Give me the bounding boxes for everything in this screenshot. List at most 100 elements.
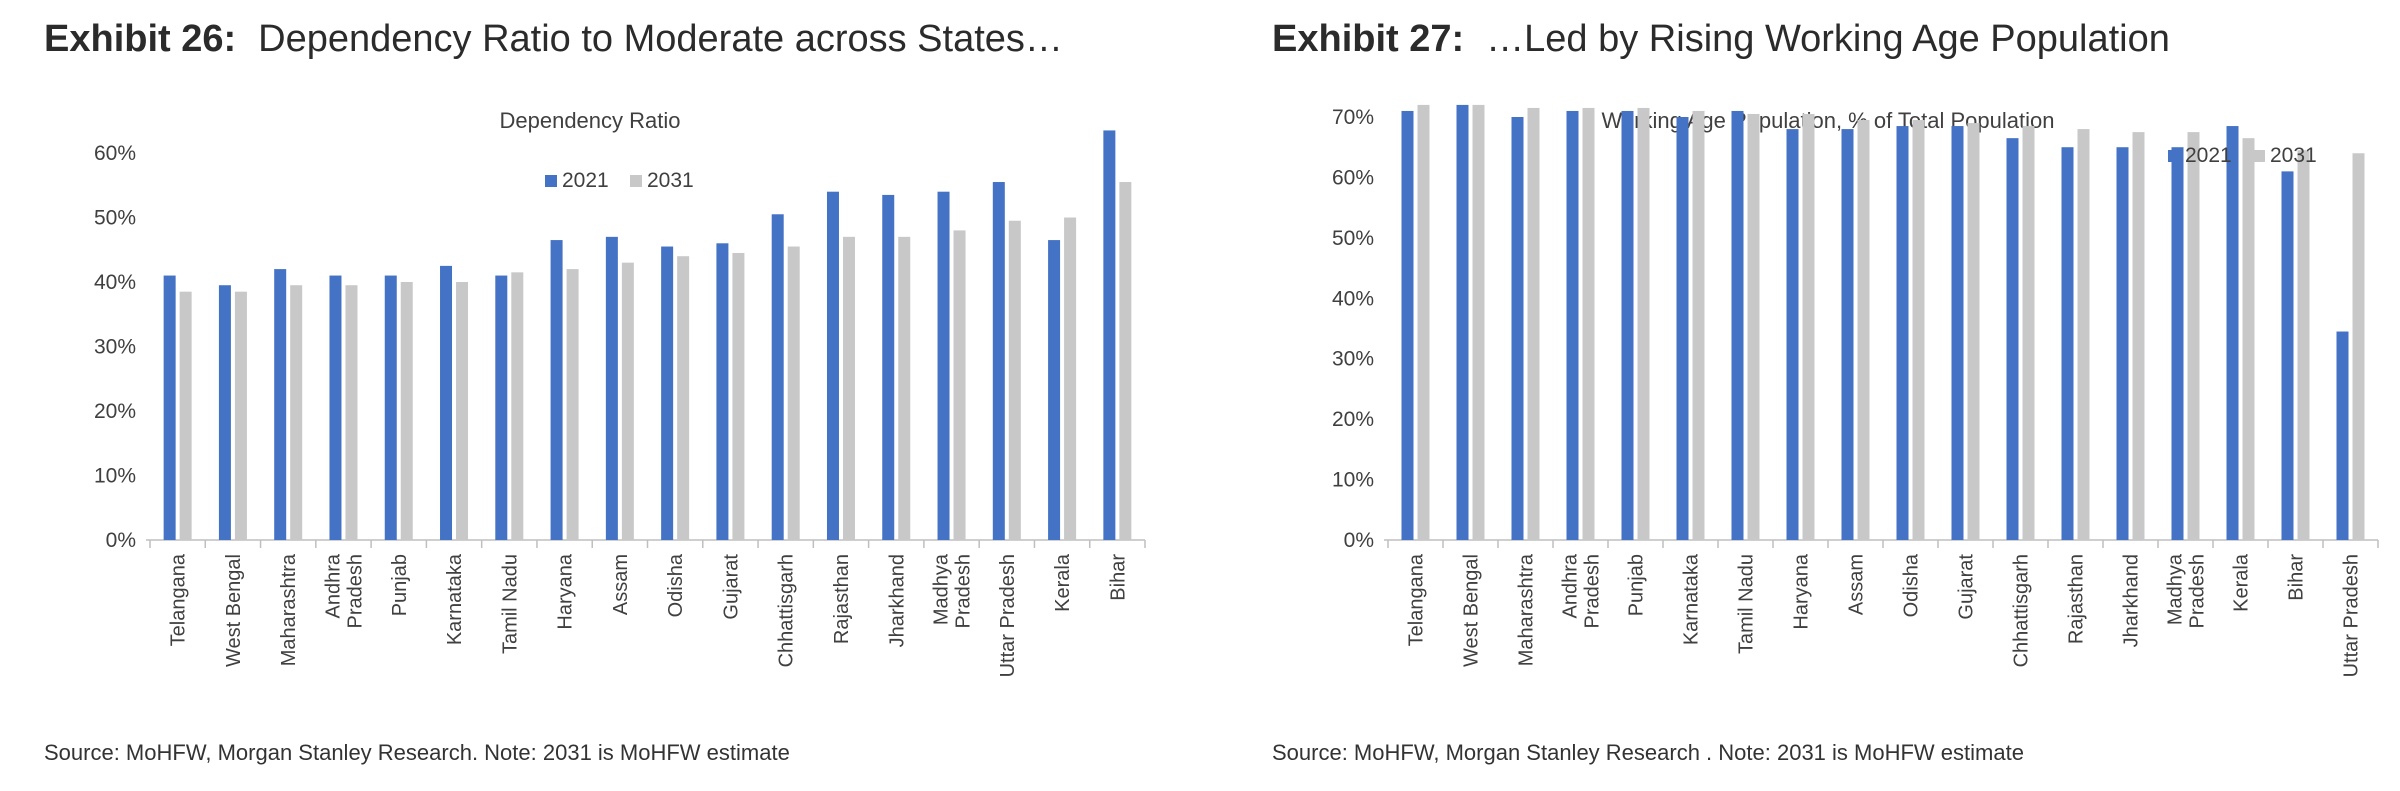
bar-2021	[1951, 126, 1964, 541]
bar-2021	[2116, 147, 2129, 540]
bar-2021	[882, 194, 895, 541]
x-tick-label-group: Odisha	[665, 553, 687, 617]
x-tick-label: Rajasthan	[2066, 554, 2088, 644]
bar-2021	[2281, 171, 2294, 540]
exhibit-26-title: Exhibit 26: Dependency Ratio to Moderate …	[44, 18, 1063, 61]
y-tick-label: 0%	[1344, 529, 1374, 552]
exhibit-27-source: Source: MoHFW, Morgan Stanley Research .…	[1272, 740, 2024, 765]
x-tick-label-group: Rajasthan	[2066, 554, 2088, 644]
legend-label-2031: 2031	[2270, 144, 2317, 167]
x-tick-label: Karnataka	[444, 553, 466, 645]
x-tick-label: Telangana	[168, 553, 190, 646]
bar-2031	[621, 262, 634, 540]
bar-2021	[1566, 110, 1579, 540]
bar-2031	[2297, 150, 2310, 540]
y-tick-label: 20%	[94, 400, 136, 423]
x-tick-label-group: Uttar Pradesh	[2341, 554, 2363, 677]
y-tick-label: 60%	[94, 142, 136, 165]
x-tick-label: Andhra	[1560, 553, 1582, 618]
x-tick-label: Punjab	[389, 554, 411, 616]
bar-2021	[1511, 117, 1524, 540]
bar-2031	[677, 256, 690, 540]
bar-2021	[716, 243, 729, 541]
x-tick-label-group: Gujarat	[720, 554, 742, 620]
bar-2021	[163, 275, 176, 540]
x-tick-label-group: Andhra Pradesh	[322, 553, 366, 628]
exhibit-26-label: Exhibit 26:	[44, 18, 237, 60]
x-tick-label: Kerala	[2231, 553, 2253, 612]
bar-2021	[1456, 104, 1469, 541]
x-tick-label: Gujarat	[720, 554, 742, 620]
bar-2031	[2022, 126, 2035, 541]
x-tick-label: Telangana	[1406, 553, 1428, 646]
x-tick-label: Uttar Pradesh	[2341, 554, 2363, 677]
bar-2021	[2171, 147, 2184, 540]
exhibit-26: Exhibit 26: Dependency Ratio to Moderate …	[40, 0, 1210, 791]
bar-2031	[290, 285, 303, 540]
bar-2031	[1582, 107, 1595, 540]
bar-2021	[1841, 129, 1854, 541]
x-tick-label: Chhattisgarh	[776, 554, 798, 667]
bar-2021	[1676, 117, 1689, 540]
x-tick-label: Odisha	[1901, 553, 1923, 617]
x-tick-label: Pradesh	[1582, 554, 1604, 629]
x-tick-label: Assam	[1846, 554, 1868, 615]
x-tick-label: Maharashtra	[278, 553, 300, 666]
bar-2021	[2061, 147, 2074, 540]
bar-2021	[826, 191, 839, 540]
bar-2021	[1103, 130, 1116, 541]
y-tick-label: 70%	[1332, 106, 1374, 129]
bar-2031	[1417, 104, 1430, 541]
exhibit-26-source: Source: MoHFW, Morgan Stanley Research. …	[44, 740, 790, 765]
bar-2021	[440, 265, 453, 540]
x-tick-label-group: Maharashtra	[1516, 553, 1538, 666]
x-tick-label: Odisha	[665, 553, 687, 617]
legend-swatch-2031	[630, 175, 642, 187]
x-tick-label: Pradesh	[2187, 554, 2209, 629]
legend-swatch-2021	[545, 175, 557, 187]
bar-2031	[1802, 113, 1815, 540]
exhibit-27-label: Exhibit 27:	[1272, 18, 1465, 60]
x-tick-label-group: Bihar	[2286, 554, 2308, 601]
bar-2031	[511, 272, 524, 540]
bar-2021	[661, 246, 674, 540]
x-tick-label: Gujarat	[1956, 554, 1978, 620]
y-tick-label: 30%	[1332, 348, 1374, 371]
bar-2031	[1692, 110, 1705, 540]
x-tick-label-group: Jharkhand	[2121, 554, 2143, 647]
y-tick-label: 50%	[94, 207, 136, 230]
bar-2031	[898, 236, 911, 540]
y-tick-label: 40%	[1332, 287, 1374, 310]
x-tick-label-group: Andhra Pradesh	[1560, 553, 1604, 628]
x-tick-label-group: Chhattisgarh	[776, 554, 798, 667]
bar-2021	[384, 275, 397, 540]
bar-2031	[1637, 107, 1650, 540]
y-tick-label: 10%	[94, 465, 136, 488]
exhibit-27: Exhibit 27: …Led by Rising Working Age Po…	[1268, 0, 2400, 791]
x-tick-label: Haryana	[1791, 553, 1813, 629]
x-tick-label-group: Gujarat	[1956, 554, 1978, 620]
y-tick-label: 50%	[1332, 227, 1374, 250]
x-tick-label-group: Tamil Nadu	[499, 554, 521, 654]
x-tick-label: West Bengal	[223, 554, 245, 667]
x-tick-label: Maharashtra	[1516, 553, 1538, 666]
bar-2031	[1747, 113, 1760, 540]
x-tick-label-group: Punjab	[389, 554, 411, 616]
x-tick-label-group: Odisha	[1901, 553, 1923, 617]
y-tick-label: 40%	[94, 271, 136, 294]
bar-2031	[1857, 120, 1870, 541]
bar-2031	[787, 246, 800, 540]
x-tick-label: Rajasthan	[831, 554, 853, 644]
legend-swatch-2021	[2168, 150, 2180, 162]
bar-2031	[842, 236, 855, 540]
bar-2021	[495, 275, 508, 540]
bar-2021	[1048, 240, 1061, 540]
exhibit-27-title: Exhibit 27: …Led by Rising Working Age Po…	[1272, 18, 2170, 61]
x-tick-label-group: West Bengal	[223, 554, 245, 667]
x-tick-label: Assam	[610, 554, 632, 615]
x-tick-label-group: West Bengal	[1461, 554, 1483, 667]
bar-2021	[1786, 129, 1799, 541]
y-tick-label: 10%	[1332, 469, 1374, 492]
x-tick-label-group: Uttar Pradesh	[997, 554, 1019, 677]
bar-2031	[179, 291, 192, 540]
